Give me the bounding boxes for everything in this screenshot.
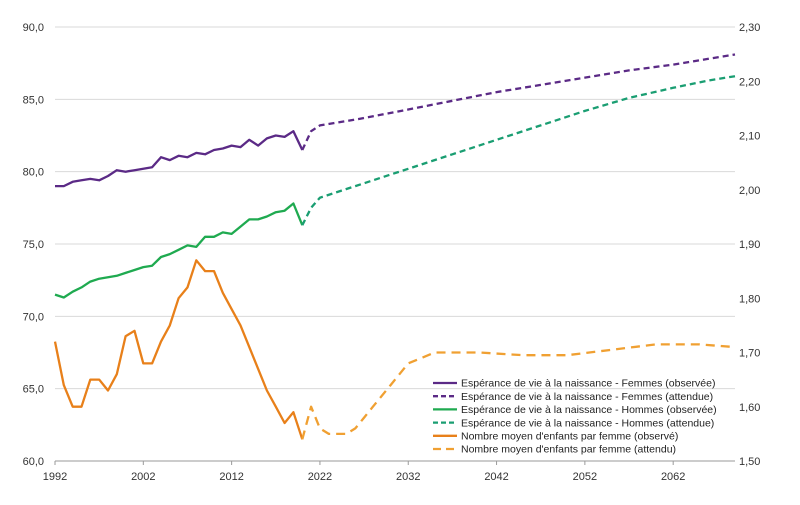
y-left-tick-label: 60,0 — [23, 456, 44, 468]
y-left-tick-label: 75,0 — [23, 239, 44, 251]
y-right-tick-label: 2,00 — [739, 185, 760, 197]
y-left-tick-label: 85,0 — [23, 94, 44, 106]
series-line-2 — [54, 202, 304, 299]
series-line-4 — [53, 259, 304, 440]
legend-entry: Espérance de vie à la naissance - Femmes… — [461, 378, 715, 390]
series-line-0 — [55, 130, 304, 188]
series-line-1 — [301, 53, 736, 151]
legend-entry: Espérance de vie à la naissance - Femmes… — [461, 391, 713, 403]
x-tick-label: 2012 — [219, 471, 243, 483]
x-axis-ticks: 1992 2002 2012 2022 2032 2042 2052 2062 — [43, 461, 685, 483]
y-right-tick-label: 2,10 — [739, 131, 760, 143]
left-axis-ticks: 60,0 65,0 70,0 75,0 80,0 85,0 90,0 — [23, 22, 44, 468]
legend-entry: Espérance de vie à la naissance - Hommes… — [461, 404, 717, 416]
x-tick-label: 2002 — [131, 471, 155, 483]
y-left-tick-label: 65,0 — [23, 384, 44, 396]
series-line-3 — [301, 75, 736, 226]
y-right-tick-label: 1,80 — [739, 293, 760, 305]
y-right-tick-label: 1,60 — [739, 402, 760, 414]
series-layer — [53, 53, 736, 440]
y-right-tick-label: 2,20 — [739, 76, 760, 88]
y-right-tick-label: 1,90 — [739, 239, 760, 251]
legend: Espérance de vie à la naissance - Femmes… — [433, 378, 717, 456]
x-tick-label: 2062 — [661, 471, 685, 483]
y-left-tick-label: 80,0 — [23, 167, 44, 179]
series-line-5 — [301, 343, 736, 440]
y-right-tick-label: 1,70 — [739, 348, 760, 360]
x-tick-label: 2022 — [308, 471, 332, 483]
y-right-tick-label: 2,30 — [739, 22, 760, 34]
y-left-tick-label: 90,0 — [23, 22, 44, 34]
y-right-tick-label: 1,50 — [739, 456, 760, 468]
x-tick-label: 2032 — [396, 471, 420, 483]
grid-lines — [55, 26, 735, 390]
right-axis-ticks: 1,50 1,60 1,70 1,80 1,90 2,00 2,10 2,20 2,30 — [739, 22, 760, 468]
legend-entry: Espérance de vie à la naissance - Hommes… — [461, 417, 714, 429]
legend-entry: Nombre moyen d'enfants par femme (attend… — [461, 444, 676, 456]
x-tick-label: 1992 — [43, 471, 67, 483]
y-left-tick-label: 70,0 — [23, 311, 44, 323]
legend-entry: Nombre moyen d'enfants par femme (observ… — [461, 431, 678, 443]
x-tick-label: 2042 — [484, 471, 508, 483]
x-tick-label: 2052 — [573, 471, 597, 483]
